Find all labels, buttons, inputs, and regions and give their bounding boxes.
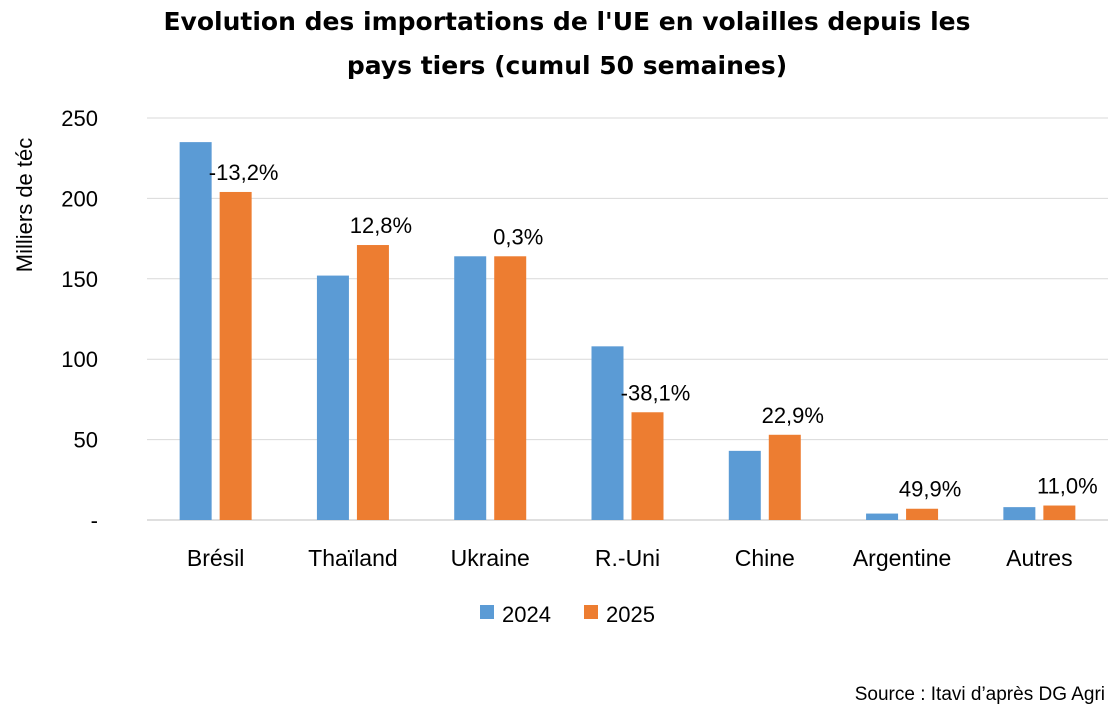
change-label: -13,2% — [209, 160, 279, 185]
change-label: 11,0% — [1037, 474, 1098, 499]
source-note: Source : Itavi d’après DG Agri — [855, 684, 1105, 705]
x-category-label: Ukraine — [451, 545, 530, 571]
change-label: 22,9% — [762, 403, 824, 428]
bar-2025 — [356, 245, 389, 521]
bar-2024 — [591, 346, 624, 520]
bar-2024 — [866, 513, 899, 520]
y-tick-label: 250 — [61, 106, 98, 131]
y-axis-ticks: - 50 100 150 200 250 — [61, 106, 98, 533]
x-category-label: Chine — [735, 545, 795, 571]
bar-2025 — [906, 508, 939, 520]
y-tick-label: 150 — [61, 267, 98, 292]
legend-swatch-2024 — [480, 605, 494, 619]
bar-2025 — [768, 434, 801, 520]
y-axis-label: Milliers de téc — [12, 138, 37, 272]
change-label: 12,8% — [350, 213, 412, 238]
gridlines — [147, 117, 1108, 521]
x-category-label: R.-Uni — [595, 545, 660, 571]
change-label: 49,9% — [899, 477, 961, 502]
change-label: -38,1% — [621, 380, 691, 405]
bar-2025 — [1043, 505, 1076, 520]
chart-title-line-1: Evolution des importations de l'UE en vo… — [163, 7, 970, 36]
y-tick-label: 100 — [61, 347, 98, 372]
bar-2024 — [316, 275, 349, 520]
y-tick-label: - — [91, 508, 98, 533]
bar-2025 — [219, 191, 252, 520]
bar-2024 — [1003, 507, 1036, 520]
x-axis-categories: Brésil Thaïland Ukraine R.-Uni Chine Argentin… — [187, 545, 1073, 571]
bar-2024 — [728, 450, 761, 520]
x-category-label: Argentine — [853, 545, 951, 571]
legend: 2024 2025 — [480, 602, 655, 627]
y-tick-label: 200 — [61, 186, 98, 211]
bar-2025 — [631, 412, 664, 520]
legend-label: 2025 — [606, 602, 655, 627]
x-category-label: Brésil — [187, 545, 245, 571]
bar-2025 — [494, 256, 527, 520]
x-category-label: Thaïland — [308, 545, 398, 571]
bar-2024 — [179, 142, 212, 520]
data-labels: -13,2% 12,8% 0,3% -38,1% 22,9% 49,9% 11,0% — [209, 160, 1098, 502]
x-category-label: Autres — [1006, 545, 1072, 571]
chart-title-line-2: pays tiers (cumul 50 semaines) — [347, 51, 787, 80]
y-tick-label: 50 — [74, 428, 98, 453]
bar-2024 — [454, 256, 487, 520]
legend-swatch-2025 — [584, 605, 598, 619]
legend-label: 2024 — [502, 602, 551, 627]
change-label: 0,3% — [493, 224, 543, 249]
bars — [179, 142, 1076, 521]
